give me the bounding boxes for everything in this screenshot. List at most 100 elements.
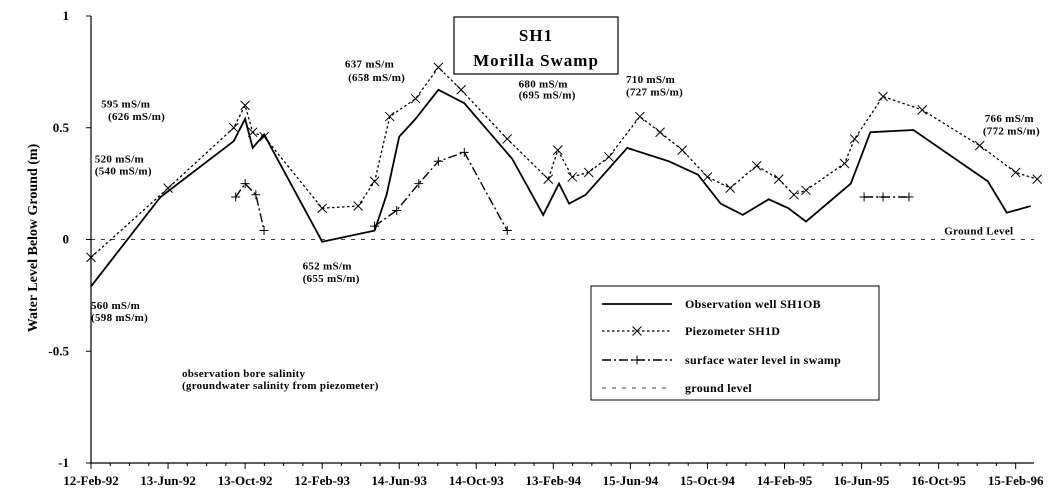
data-point — [247, 127, 258, 138]
data-point — [86, 252, 96, 263]
series-line — [90, 88, 1032, 287]
annotation: 560 mS/m — [91, 300, 140, 312]
legend-label: Piezometer SH1D — [685, 324, 780, 338]
y-axis-label: Water Level Below Ground (m) — [26, 143, 41, 332]
annotation: 680 mS/m — [519, 79, 568, 91]
y-tick-label: 1 — [63, 8, 70, 23]
legend-label: ground level — [685, 381, 752, 395]
data-point — [878, 91, 888, 102]
data-point — [677, 145, 688, 155]
chart-title-box: SH1 Morilla Swamp — [453, 16, 619, 75]
annotation-layer: 595 mS/m(626 mS/m) 520 mS/m(540 mS/m) 560 … — [91, 58, 1040, 392]
data-point — [1032, 174, 1043, 185]
data-point — [433, 156, 443, 166]
data-point — [259, 131, 269, 142]
data-point — [228, 122, 239, 133]
x-tick-label: 13-Feb-94 — [526, 473, 582, 488]
data-point — [502, 226, 512, 236]
series-layer — [86, 62, 1043, 287]
annotation: (658 mS/m) — [348, 72, 405, 84]
annotation: 637 mS/m — [345, 58, 394, 70]
data-point — [839, 158, 850, 169]
y-tick-label: -0.5 — [48, 343, 69, 358]
data-point — [251, 190, 261, 200]
x-tick-label: 14-Jun-93 — [371, 473, 427, 488]
data-point — [583, 167, 594, 178]
data-point — [317, 203, 328, 214]
data-point — [567, 172, 578, 182]
data-point — [392, 205, 402, 215]
data-point — [414, 179, 424, 189]
series-1 — [86, 62, 1043, 263]
x-tick-label: 16-Jun-95 — [834, 473, 890, 488]
annotation: 595 mS/m — [101, 99, 150, 111]
data-point — [604, 151, 614, 162]
legend-marker — [632, 355, 642, 365]
data-point — [655, 127, 665, 138]
y-tick-label: -1 — [58, 455, 69, 470]
data-point — [859, 192, 869, 202]
x-tick-label: 16-Oct-95 — [911, 473, 966, 488]
x-tick-label: 13-Jun-92 — [140, 473, 196, 488]
annotation: observation bore salinity — [182, 368, 306, 380]
data-point — [849, 134, 860, 144]
ticks: 1 0.5 0 -0.5 -1 12-Feb-92 13-Jun-92 13-Oct-92 12… — [48, 8, 1044, 488]
series-line — [235, 182, 265, 231]
data-point — [801, 185, 811, 196]
annotation: (727 mS/m) — [626, 86, 683, 98]
data-point — [725, 183, 736, 193]
data-point — [635, 111, 645, 122]
data-point — [259, 226, 269, 236]
data-point — [353, 201, 364, 211]
x-tick-label: 12-Feb-93 — [294, 473, 350, 488]
data-point — [878, 192, 888, 202]
x-tick-label: 14-Oct-93 — [449, 473, 504, 488]
data-point — [231, 192, 241, 202]
annotation: (598 mS/m) — [91, 312, 148, 324]
data-point — [751, 160, 762, 171]
legend-label: surface water level in swamp — [685, 353, 841, 367]
series-line — [374, 151, 508, 231]
data-point — [789, 189, 799, 200]
x-tick-label: 13-Oct-92 — [218, 473, 273, 488]
data-point — [974, 140, 985, 151]
annotation: 710 mS/m — [626, 74, 675, 86]
data-point — [702, 172, 713, 182]
data-point — [384, 111, 395, 122]
data-point — [240, 100, 250, 111]
data-point — [410, 93, 421, 104]
series-2 — [231, 147, 914, 236]
data-point — [904, 192, 914, 202]
data-point — [917, 105, 928, 115]
data-point — [433, 62, 444, 73]
data-point — [369, 176, 380, 187]
annotation: (626 mS/m) — [108, 111, 165, 123]
annotation: 520 mS/m — [95, 153, 144, 165]
data-point — [552, 145, 563, 155]
annotation: (655 mS/m) — [303, 273, 360, 285]
data-point — [1010, 167, 1021, 178]
data-point — [163, 183, 173, 193]
x-tick-label: 14-Feb-95 — [757, 473, 813, 488]
x-tick-label: 12-Feb-92 — [63, 473, 119, 488]
legend: Observation well SH1OB Piezometer SH1D sur… — [590, 285, 880, 401]
data-point — [456, 84, 466, 95]
y-tick-label: 0.5 — [53, 120, 70, 135]
data-point — [370, 221, 380, 231]
chart-subtitle: Morilla Swamp — [473, 51, 599, 70]
annotation: Ground Level — [944, 226, 1013, 238]
annotation: (695 mS/m) — [519, 90, 576, 102]
x-tick-label: 15-Feb-96 — [988, 473, 1044, 488]
data-point — [459, 147, 469, 157]
legend-label: Observation well SH1OB — [685, 297, 821, 311]
annotation: (540 mS/m) — [95, 166, 152, 178]
chart-title: SH1 — [519, 26, 553, 45]
x-tick-label: 15-Oct-94 — [680, 473, 735, 488]
data-point — [773, 174, 784, 185]
annotation: 766 mS/m — [985, 113, 1034, 125]
data-point — [543, 174, 554, 185]
series-0 — [90, 88, 1032, 287]
legend-marker — [632, 326, 642, 336]
x-tick-label: 15-Jun-94 — [603, 473, 659, 488]
annotation: (772 mS/m) — [983, 125, 1040, 137]
